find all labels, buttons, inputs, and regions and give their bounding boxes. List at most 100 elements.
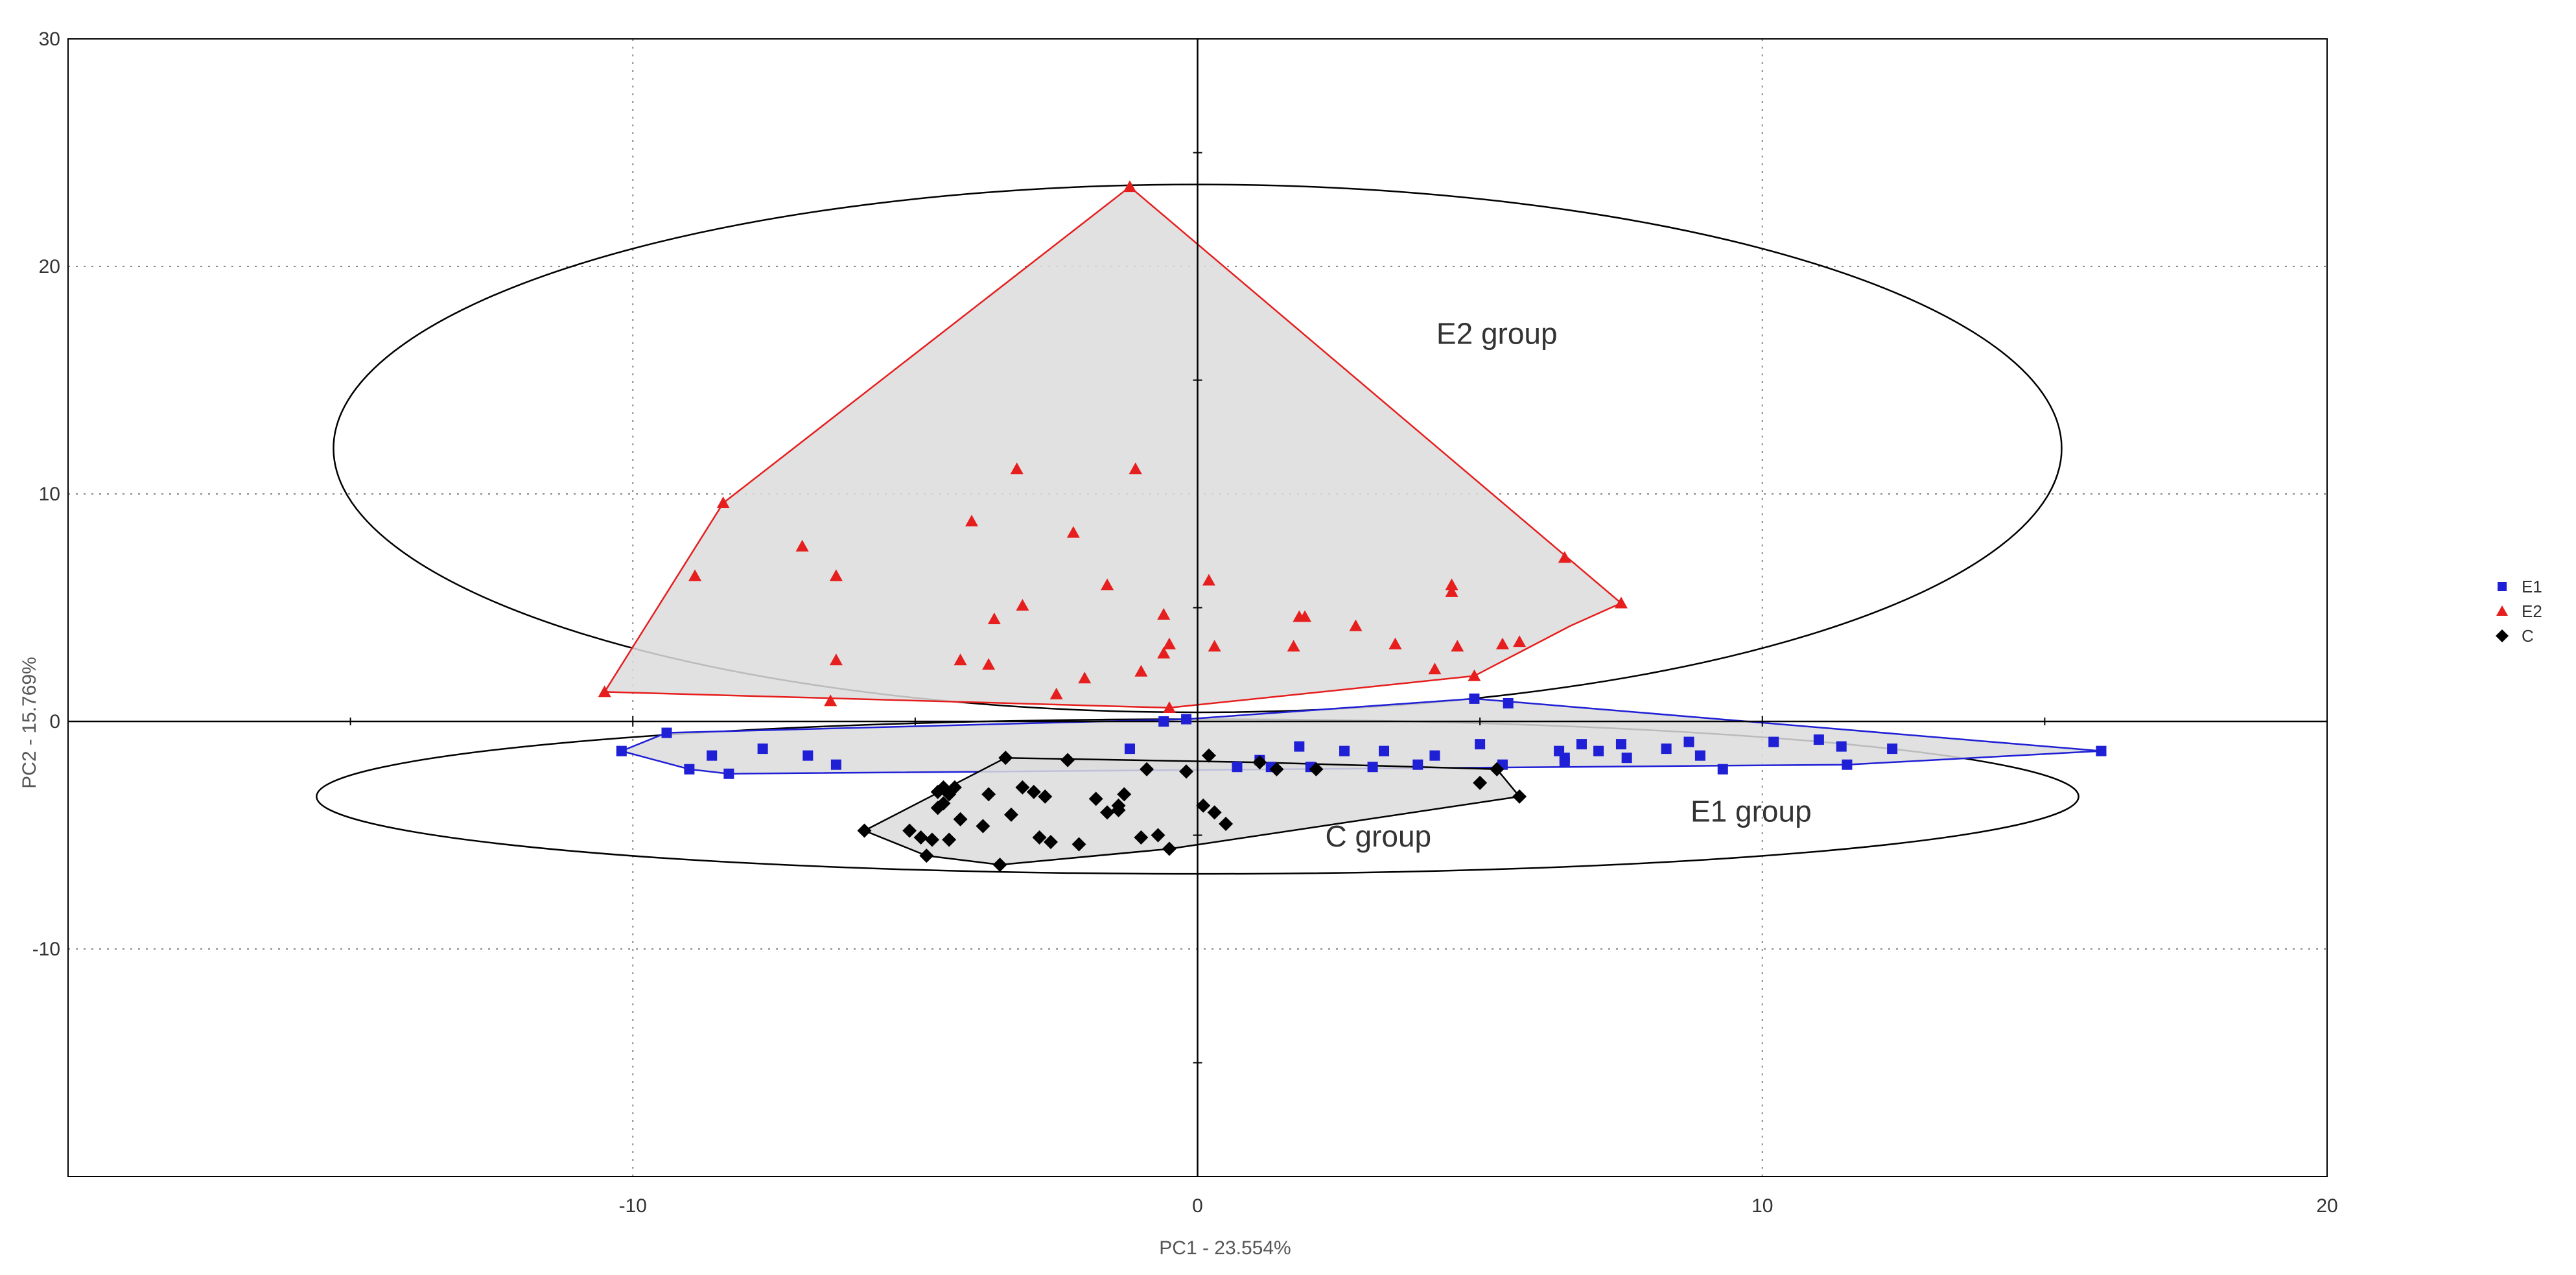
y-tick-label: 0 xyxy=(49,711,60,732)
point-e2 xyxy=(829,653,843,666)
group-annotations: E2 group E1 group C group xyxy=(1325,316,1811,853)
data-points xyxy=(598,180,2107,872)
point-e2 xyxy=(1388,637,1402,649)
x-tick-label: 20 xyxy=(2316,1195,2337,1217)
point-e1 xyxy=(1621,753,1632,764)
y-tick-label: -10 xyxy=(32,939,60,960)
point-c xyxy=(953,812,968,826)
point-e2 xyxy=(1162,701,1176,713)
y-tick-label: 30 xyxy=(39,29,60,50)
point-e2 xyxy=(1208,640,1221,652)
point-c xyxy=(1490,762,1505,777)
point-e2 xyxy=(1162,637,1176,649)
point-e1 xyxy=(723,768,734,779)
x-tick-label: 0 xyxy=(1192,1195,1203,1217)
x-tick-label: -10 xyxy=(619,1195,647,1217)
point-e2 xyxy=(716,497,730,509)
point-e2 xyxy=(1558,551,1571,563)
point-e1 xyxy=(1124,743,1135,754)
point-c xyxy=(1309,762,1324,777)
point-e1 xyxy=(1615,739,1626,750)
point-e2 xyxy=(1298,610,1312,622)
point-c xyxy=(936,796,951,811)
point-e2 xyxy=(982,658,996,670)
point-e2 xyxy=(1614,596,1628,609)
point-e1 xyxy=(1475,739,1486,750)
point-e2 xyxy=(987,613,1001,625)
point-e2 xyxy=(1513,635,1527,648)
point-e1 xyxy=(707,750,718,761)
legend-marker-e2 xyxy=(2496,605,2508,616)
point-c xyxy=(1088,791,1103,806)
point-e1 xyxy=(1503,697,1514,708)
annotation-label: E2 group xyxy=(1436,316,1558,350)
point-e1 xyxy=(802,750,814,761)
point-c xyxy=(1043,835,1058,850)
point-c xyxy=(1060,753,1075,767)
point-c xyxy=(1026,784,1041,799)
point-e2 xyxy=(1468,669,1481,681)
point-e2 xyxy=(824,694,837,707)
point-c xyxy=(1038,789,1053,804)
point-c xyxy=(1003,807,1018,822)
group-hulls xyxy=(603,185,2102,866)
point-c xyxy=(1071,837,1086,852)
point-c xyxy=(981,787,996,802)
point-c xyxy=(1134,830,1149,845)
point-e2 xyxy=(829,569,843,581)
point-e1 xyxy=(1412,759,1423,770)
tick-labels: -10 0 10 20 -10 0 10 20 30 xyxy=(32,29,2338,1217)
point-c xyxy=(1219,816,1234,831)
point-e1 xyxy=(1158,716,1169,727)
point-e2 xyxy=(1287,640,1300,652)
point-e2 xyxy=(1428,662,1442,675)
point-e1 xyxy=(1559,757,1570,768)
point-e1 xyxy=(1836,741,1847,752)
point-c xyxy=(1100,805,1115,820)
point-e1 xyxy=(1232,762,1243,773)
point-e1 xyxy=(1294,741,1305,752)
point-c xyxy=(1179,764,1194,779)
point-c xyxy=(1512,789,1527,804)
legend-label-e1: E1 xyxy=(2522,577,2542,596)
point-e1 xyxy=(2096,745,2107,756)
point-e1 xyxy=(1694,750,1705,761)
point-c xyxy=(1269,762,1284,777)
point-e1 xyxy=(1593,745,1604,756)
point-e1 xyxy=(1339,745,1350,756)
point-e2 xyxy=(1445,578,1458,591)
point-e1 xyxy=(757,743,768,754)
point-e1 xyxy=(1367,762,1378,773)
point-c xyxy=(992,858,1007,872)
point-e2 xyxy=(688,569,702,581)
point-e1 xyxy=(616,745,627,756)
point-e2 xyxy=(1451,640,1464,652)
point-e2 xyxy=(965,515,978,527)
point-e2 xyxy=(1129,462,1142,474)
point-e1 xyxy=(1429,750,1440,761)
point-e2 xyxy=(1078,672,1092,684)
point-c xyxy=(1032,830,1047,845)
point-e2 xyxy=(795,539,809,552)
point-c xyxy=(942,832,957,847)
point-e2 xyxy=(1495,637,1509,649)
point-c xyxy=(913,830,928,845)
point-c xyxy=(1151,828,1165,843)
point-e1 xyxy=(1842,759,1853,770)
point-c xyxy=(998,751,1013,766)
point-e1 xyxy=(684,764,695,775)
point-c xyxy=(1015,780,1030,795)
point-e2 xyxy=(1349,619,1363,631)
x-tick-label: 10 xyxy=(1751,1195,1773,1217)
x-axis-label: PC1 - 23.554% xyxy=(1159,1237,1291,1259)
annotation-label: E1 group xyxy=(1691,794,1812,828)
point-c xyxy=(1140,762,1154,777)
point-e2 xyxy=(954,653,967,666)
axes xyxy=(67,38,2328,1177)
point-e1 xyxy=(1887,743,1898,754)
point-e1 xyxy=(1768,736,1779,747)
point-e2 xyxy=(1123,180,1136,193)
point-e2 xyxy=(1157,646,1171,659)
point-e1 xyxy=(1181,714,1192,725)
